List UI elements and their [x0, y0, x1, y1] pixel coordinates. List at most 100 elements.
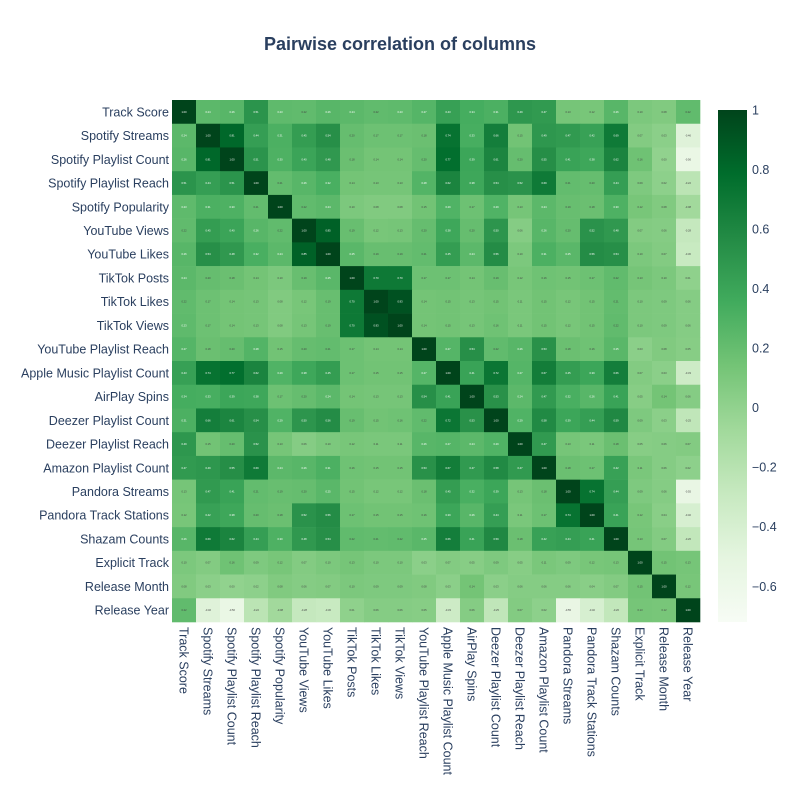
heatmap-cell-label: -0.08 [685, 205, 691, 209]
heatmap-cell [172, 100, 197, 125]
heatmap-cell-label: 0.17 [469, 205, 475, 209]
heatmap-cell [388, 408, 413, 433]
heatmap-cell-label: 0.08 [661, 347, 667, 351]
heatmap-cell-label: 0.54 [469, 347, 475, 351]
heatmap-cell-label: 0.28 [421, 181, 427, 185]
heatmap-cell-label: 0.56 [325, 513, 331, 517]
heatmap-cell [412, 432, 437, 457]
heatmap-cell-label: 0.48 [613, 229, 619, 233]
heatmap-cell [172, 313, 197, 338]
heatmap-cell-label: 0.26 [469, 513, 475, 517]
heatmap-cell [556, 337, 581, 362]
heatmap-cell [532, 242, 557, 267]
heatmap-cell-label: 0.61 [493, 157, 499, 161]
heatmap-cell-label: 0.19 [349, 229, 355, 233]
heatmap-cell-label: 0.54 [613, 252, 619, 256]
heatmap-cell [580, 266, 605, 291]
heatmap-cell [436, 266, 461, 291]
heatmap-cell [316, 171, 341, 196]
heatmap-cell-label: 0.17 [349, 371, 355, 375]
heatmap-cell [532, 100, 557, 125]
heatmap-cell [292, 313, 317, 338]
heatmap-cell [676, 337, 701, 362]
heatmap-cell-label: 0.26 [301, 466, 307, 470]
heatmap-cell-label: 0.05 [469, 561, 475, 565]
heatmap-cell-label: 0.85 [301, 252, 307, 256]
heatmap-cell-label: 0.07 [445, 561, 451, 565]
y-tick-label: Pandora Track Stations [39, 509, 169, 523]
x-tick-label: TikTok Posts [345, 627, 359, 697]
heatmap-cell-label: -0.26 [613, 608, 619, 612]
x-tick-label: Release Month [657, 627, 671, 711]
heatmap-cell [244, 100, 269, 125]
heatmap-cell-label: 0.30 [229, 205, 235, 209]
heatmap-cell-label: 0.52 [589, 229, 595, 233]
heatmap-cell [580, 598, 605, 623]
heatmap-cell [316, 147, 341, 172]
heatmap-cell [460, 194, 485, 219]
x-tick-label: YouTube Playlist Reach [417, 627, 431, 759]
heatmap-cell-label: 1.00 [277, 205, 283, 209]
heatmap-cell [412, 361, 437, 386]
heatmap-cell [268, 550, 293, 575]
x-tick-label: Spotify Playlist Count [225, 627, 239, 746]
heatmap-cell [508, 194, 533, 219]
heatmap-cell-label: 0.12 [589, 561, 595, 565]
heatmap-cell [292, 550, 317, 575]
heatmap-cell [580, 242, 605, 267]
heatmap-cell [484, 313, 509, 338]
heatmap-cell [460, 337, 485, 362]
heatmap-cell-label: 0.15 [373, 466, 379, 470]
heatmap-cell-label: 0.21 [373, 537, 379, 541]
heatmap-cell [244, 123, 269, 148]
heatmap-cell [244, 550, 269, 575]
heatmap-cell [388, 123, 413, 148]
y-tick-label: Explicit Track [95, 556, 169, 570]
heatmap-cell [172, 218, 197, 243]
heatmap-cell [364, 218, 389, 243]
heatmap-cell-label: 0.15 [373, 371, 379, 375]
heatmap-cell-label: -0.25 [493, 608, 499, 612]
heatmap-cell [508, 361, 533, 386]
heatmap-cell-label: 0.14 [229, 300, 235, 304]
heatmap-cell [676, 361, 701, 386]
heatmap-cell [244, 313, 269, 338]
heatmap-cell-label: 0.69 [205, 537, 211, 541]
heatmap-cell [508, 218, 533, 243]
heatmap-cell [532, 550, 557, 575]
heatmap-cell [292, 266, 317, 291]
heatmap-cell [364, 361, 389, 386]
heatmap-cell-label: 0.06 [685, 323, 691, 327]
heatmap-cell-label: 0.20 [301, 490, 307, 494]
heatmap-cell [220, 527, 245, 552]
heatmap-cell [556, 194, 581, 219]
heatmap-cell-label: 0.67 [541, 371, 547, 375]
heatmap-cell [340, 313, 365, 338]
heatmap-cell-label: 1.00 [421, 347, 427, 351]
heatmap-cell [292, 408, 317, 433]
heatmap-cell-label: 0.12 [517, 276, 523, 280]
heatmap-cell [436, 432, 461, 457]
heatmap-cell [244, 289, 269, 314]
heatmap-cell [628, 598, 653, 623]
heatmap-cell-label: 0.02 [541, 608, 547, 612]
heatmap-cell [460, 289, 485, 314]
heatmap-cell-label: 1.00 [661, 584, 667, 588]
heatmap-cell [268, 527, 293, 552]
heatmap-cell-label: 0.47 [517, 466, 523, 470]
heatmap-cell-label: -0.46 [205, 608, 211, 612]
heatmap-cell [628, 100, 653, 125]
heatmap-cell [364, 479, 389, 504]
heatmap-cell-label: 0.07 [637, 134, 643, 138]
heatmap-cell [580, 123, 605, 148]
heatmap-cell-label: 0.08 [421, 584, 427, 588]
heatmap-cell-label: 0.12 [373, 490, 379, 494]
heatmap-cell [580, 337, 605, 362]
heatmap-cell-label: 0.09 [661, 300, 667, 304]
heatmap-cell [532, 218, 557, 243]
heatmap-cell-label: 0.11 [590, 442, 595, 446]
heatmap-cell [532, 503, 557, 528]
heatmap-cell-label: 0.38 [589, 157, 595, 161]
heatmap-cell-label: 0.39 [229, 395, 235, 399]
heatmap-cell [508, 313, 533, 338]
